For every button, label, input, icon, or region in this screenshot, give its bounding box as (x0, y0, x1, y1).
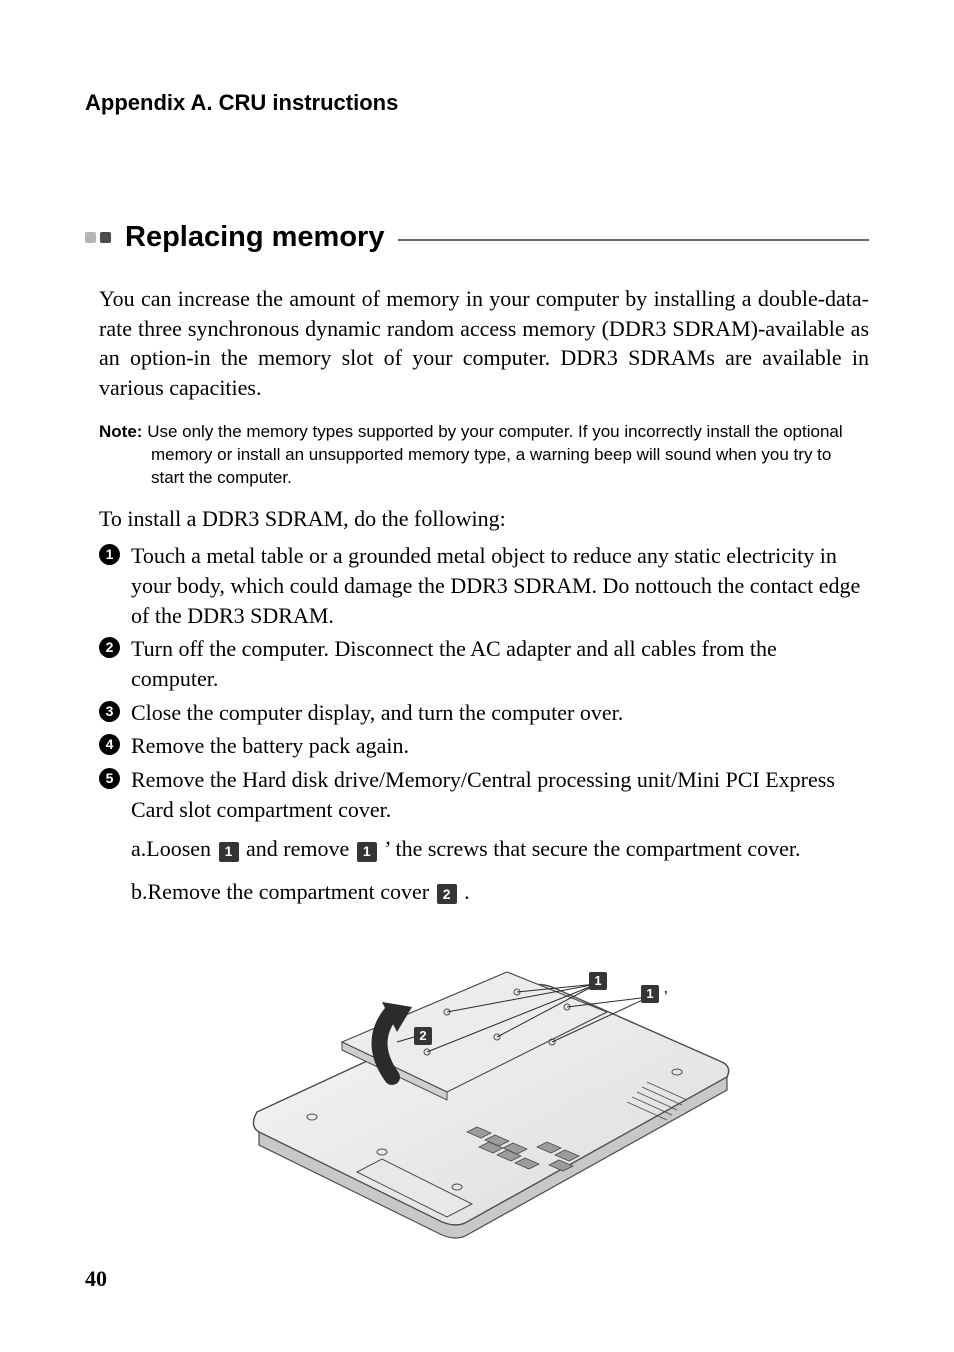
step-text: Remove the Hard disk drive/Memory/Centra… (131, 767, 835, 822)
square-icon (85, 232, 96, 243)
section-title: Replacing memory (125, 221, 384, 254)
svg-text:1: 1 (594, 973, 601, 988)
page: Appendix A. CRU instructions Replacing m… (0, 0, 954, 1352)
substep-a: a.Loosen 1 and remove 1 ’ the screws tha… (131, 834, 869, 864)
substep-a-mid2: ’ the screws that secure the compartment… (379, 836, 801, 861)
callout-icon: 1 (219, 842, 239, 862)
section-bullet-icons (85, 232, 111, 243)
note-text: Use only the memory types supported by y… (147, 422, 842, 487)
step-item: Touch a metal table or a grounded metal … (99, 541, 869, 630)
step-text: Close the computer display, and turn the… (131, 700, 623, 725)
heading-rule (398, 239, 869, 241)
substep-b: b.Remove the compartment cover 2 . (131, 877, 869, 907)
note-label: Note: (99, 422, 142, 441)
callout-icon: 1 (357, 842, 377, 862)
substep-b-prefix: b.Remove the compartment cover (131, 879, 435, 904)
step-item: Remove the battery pack again. (99, 731, 869, 761)
step-text: Turn off the computer. Disconnect the AC… (131, 636, 777, 691)
note-block: Note: Use only the memory types supporte… (99, 421, 869, 490)
step-item: Turn off the computer. Disconnect the AC… (99, 634, 869, 693)
laptop-bottom-illustration: 1 1 ’ 2 (217, 932, 737, 1242)
svg-text:1: 1 (646, 986, 653, 1001)
step-text: Remove the battery pack again. (131, 733, 409, 758)
lead-sentence: To install a DDR3 SDRAM, do the followin… (99, 504, 869, 534)
callout-icon: 2 (437, 884, 457, 904)
steps-list: Touch a metal table or a grounded metal … (99, 541, 869, 907)
svg-text:2: 2 (419, 1028, 426, 1043)
substep-b-suffix: . (459, 879, 470, 904)
step-text: Touch a metal table or a grounded metal … (131, 543, 860, 627)
appendix-header: Appendix A. CRU instructions (85, 90, 869, 116)
page-number: 40 (85, 1266, 107, 1292)
step-item: Remove the Hard disk drive/Memory/Centra… (99, 765, 869, 907)
square-icon (100, 232, 111, 243)
svg-text:’: ’ (664, 988, 668, 1003)
section-heading-row: Replacing memory (85, 221, 869, 254)
intro-paragraph: You can increase the amount of memory in… (99, 284, 869, 403)
step-item: Close the computer display, and turn the… (99, 698, 869, 728)
substeps: a.Loosen 1 and remove 1 ’ the screws tha… (131, 834, 869, 907)
substep-a-mid1: and remove (241, 836, 355, 861)
figure: 1 1 ’ 2 (85, 932, 869, 1242)
substep-a-prefix: a.Loosen (131, 836, 217, 861)
